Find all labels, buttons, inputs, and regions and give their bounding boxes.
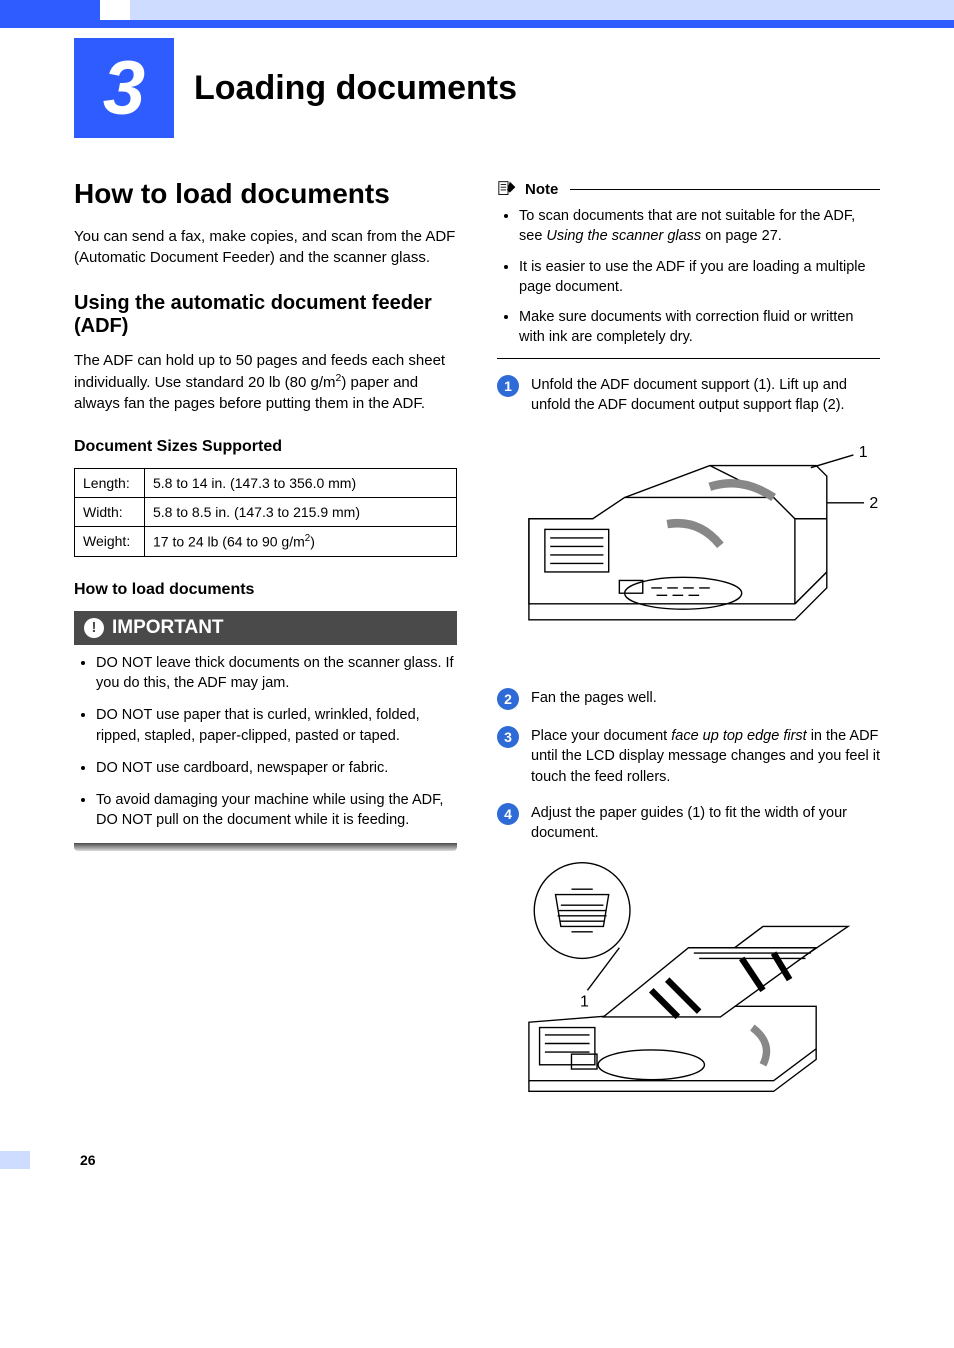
page-number: 26 bbox=[80, 1152, 96, 1168]
important-footer-bar bbox=[74, 843, 457, 851]
note-body: To scan documents that are not suitable … bbox=[497, 206, 880, 348]
important-item: DO NOT leave thick documents on the scan… bbox=[96, 653, 457, 694]
chapter-title: Loading documents bbox=[194, 69, 517, 108]
footer-tab bbox=[0, 1151, 30, 1169]
step-row: 1 Unfold the ADF document support (1). L… bbox=[497, 375, 880, 416]
note-label: Note bbox=[525, 181, 558, 198]
step-text: Fan the pages well. bbox=[531, 688, 657, 710]
step-emphasis: face up top edge first bbox=[671, 728, 806, 744]
spec-value-pre: 17 to 24 lb (64 to 90 g/m bbox=[153, 534, 305, 550]
header-blue-band bbox=[0, 20, 954, 28]
table-row: Length: 5.8 to 14 in. (147.3 to 356.0 mm… bbox=[75, 469, 457, 498]
step-text-pre: Place your document bbox=[531, 728, 671, 744]
exclamation-icon: ! bbox=[84, 618, 104, 638]
note-item: Make sure documents with correction flui… bbox=[519, 307, 880, 348]
header-blue-tab bbox=[0, 0, 100, 20]
spec-value: 5.8 to 14 in. (147.3 to 356.0 mm) bbox=[145, 469, 457, 498]
page-footer: 26 bbox=[0, 1151, 954, 1169]
step-row: 3 Place your document face up top edge f… bbox=[497, 726, 880, 787]
note-item: It is easier to use the ADF if you are l… bbox=[519, 257, 880, 298]
spec-value: 17 to 24 lb (64 to 90 g/m2) bbox=[145, 527, 457, 557]
page-header bbox=[0, 0, 954, 28]
subsubsection-heading: Document Sizes Supported bbox=[74, 438, 457, 456]
intro-paragraph: You can send a fax, make copies, and sca… bbox=[74, 226, 457, 268]
step-number-badge: 4 bbox=[497, 803, 519, 825]
important-item: To avoid damaging your machine while usi… bbox=[96, 790, 457, 831]
chapter-number: 3 bbox=[103, 45, 145, 132]
spec-table: Length: 5.8 to 14 in. (147.3 to 356.0 mm… bbox=[74, 468, 457, 557]
step-row: 2 Fan the pages well. bbox=[497, 688, 880, 710]
adf-description: The ADF can hold up to 50 pages and feed… bbox=[74, 350, 457, 414]
spec-label: Width: bbox=[75, 498, 145, 527]
note-rule bbox=[570, 189, 880, 190]
note-pencil-icon bbox=[497, 178, 519, 200]
note-header: Note bbox=[497, 178, 880, 200]
spec-label: Length: bbox=[75, 469, 145, 498]
header-top-bar bbox=[0, 0, 954, 20]
note-item: To scan documents that are not suitable … bbox=[519, 206, 880, 247]
step-row: 4 Adjust the paper guides (1) to fit the… bbox=[497, 803, 880, 844]
step-text: Place your document face up top edge fir… bbox=[531, 726, 880, 787]
important-item: DO NOT use cardboard, newspaper or fabri… bbox=[96, 758, 457, 778]
spec-value: 5.8 to 8.5 in. (147.3 to 215.9 mm) bbox=[145, 498, 457, 527]
callout-1: 1 bbox=[859, 444, 868, 461]
section-heading: How to load documents bbox=[74, 178, 457, 210]
table-row: Weight: 17 to 24 lb (64 to 90 g/m2) bbox=[75, 527, 457, 557]
callout-2: 2 bbox=[869, 495, 878, 512]
printer-illustration-1: 1 2 bbox=[497, 423, 880, 668]
step-number-badge: 2 bbox=[497, 688, 519, 710]
step-number-badge: 1 bbox=[497, 375, 519, 397]
spec-label: Weight: bbox=[75, 527, 145, 557]
left-column: How to load documents You can send a fax… bbox=[74, 178, 457, 1111]
important-item: DO NOT use paper that is curled, wrinkle… bbox=[96, 705, 457, 746]
important-callout: ! IMPORTANT DO NOT leave thick documents… bbox=[74, 611, 457, 851]
important-body: DO NOT leave thick documents on the scan… bbox=[74, 645, 457, 831]
chapter-number-box: 3 bbox=[74, 38, 174, 138]
content-columns: How to load documents You can send a fax… bbox=[0, 138, 954, 1111]
right-column: Note To scan documents that are not suit… bbox=[497, 178, 880, 1111]
subsection-heading: Using the automatic document feeder (ADF… bbox=[74, 292, 457, 338]
header-lightblue-band bbox=[130, 0, 954, 20]
note-text: on page 27. bbox=[701, 228, 782, 244]
printer-illustration-2: 1 bbox=[497, 852, 880, 1107]
note-footer-rule bbox=[497, 358, 880, 359]
important-label: IMPORTANT bbox=[112, 617, 224, 639]
spec-value-post: ) bbox=[310, 534, 315, 550]
important-header: ! IMPORTANT bbox=[74, 611, 457, 645]
table-row: Width: 5.8 to 8.5 in. (147.3 to 215.9 mm… bbox=[75, 498, 457, 527]
note-emphasis: Using the scanner glass bbox=[546, 228, 701, 244]
step-number-badge: 3 bbox=[497, 726, 519, 748]
callout-1: 1 bbox=[580, 993, 589, 1010]
chapter-heading: 3 Loading documents bbox=[0, 38, 954, 138]
step-text: Adjust the paper guides (1) to fit the w… bbox=[531, 803, 880, 844]
step-text: Unfold the ADF document support (1). Lif… bbox=[531, 375, 880, 416]
subsubsection-heading: How to load documents bbox=[74, 581, 457, 599]
